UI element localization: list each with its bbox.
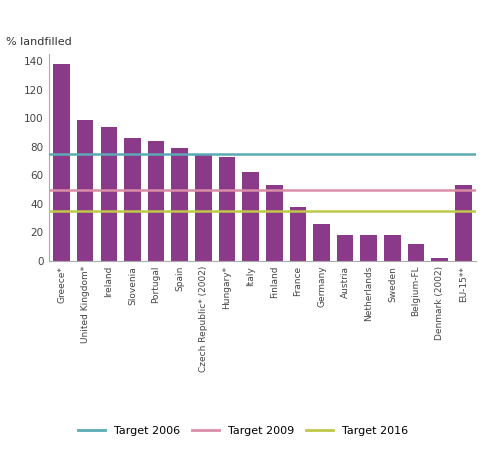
- Bar: [243, 172, 259, 261]
- Text: % landfilled: % landfilled: [6, 37, 71, 47]
- Bar: [219, 157, 235, 261]
- Legend: Target 2006, Target 2009, Target 2016: Target 2006, Target 2009, Target 2016: [73, 421, 413, 440]
- Bar: [408, 244, 424, 261]
- Bar: [195, 154, 211, 261]
- Bar: [337, 235, 353, 261]
- Bar: [455, 185, 471, 261]
- Bar: [432, 258, 448, 261]
- Bar: [172, 148, 188, 261]
- Bar: [266, 185, 282, 261]
- Bar: [77, 120, 93, 261]
- Bar: [384, 235, 400, 261]
- Bar: [313, 224, 330, 261]
- Bar: [124, 138, 141, 261]
- Bar: [290, 207, 306, 261]
- Bar: [361, 235, 377, 261]
- Bar: [101, 127, 117, 261]
- Bar: [53, 64, 70, 261]
- Bar: [148, 141, 164, 261]
